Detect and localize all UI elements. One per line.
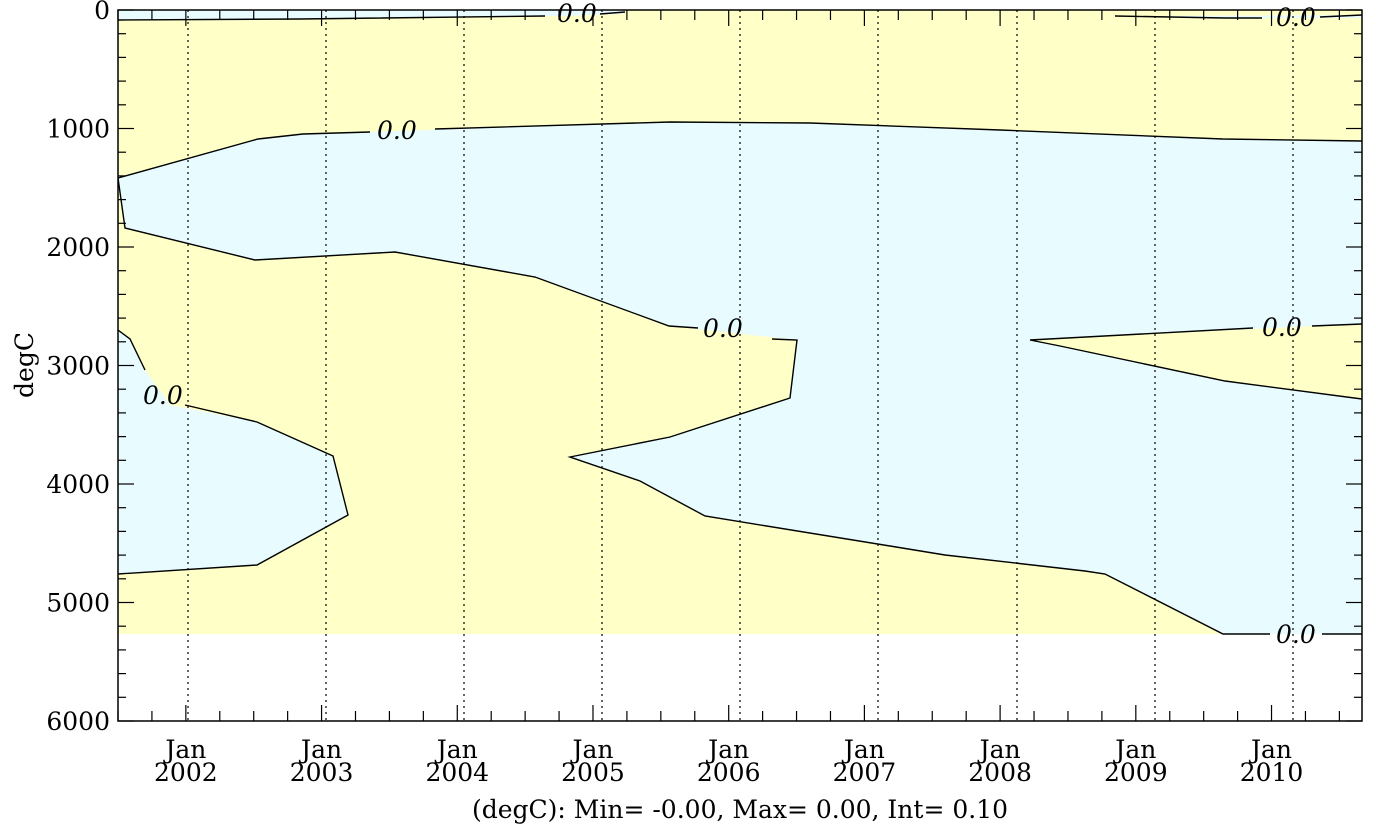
contour-line [434, 121, 1362, 142]
x-tick-label-year: 2006 [697, 758, 761, 787]
x-tick-label-month: Jan [298, 735, 342, 764]
contour-lines [118, 11, 1362, 635]
y-axis: 0 1000 2000 3000 4000 5000 6000 [46, 0, 1362, 736]
y-tick-label: 1000 [46, 115, 110, 144]
x-tick-label-year: 2008 [968, 758, 1032, 787]
y-axis-title: degC [10, 332, 39, 398]
y-tick-label: 6000 [46, 707, 110, 736]
x-tick-label-year: 2007 [833, 758, 897, 787]
y-tick-label: 0 [94, 0, 110, 25]
contour-label: 0.0 [377, 116, 417, 145]
contour-line [1311, 323, 1362, 327]
contour-label: 0.0 [143, 381, 183, 410]
contour-label: 0.0 [557, 0, 597, 28]
contour-label: 0.0 [1262, 313, 1302, 342]
x-tick-label-month: Jan [434, 735, 478, 764]
x-tick-label-month: Jan [977, 735, 1021, 764]
contour-line [1029, 327, 1362, 400]
contour-label: 0.0 [703, 314, 743, 343]
x-tick-label-year: 2003 [290, 758, 354, 787]
x-tick-label-month: Jan [162, 735, 206, 764]
contour-label: 0.0 [1276, 3, 1316, 32]
y-tick-label: 2000 [46, 233, 110, 262]
x-tick-label-month: Jan [705, 735, 749, 764]
x-tick-label-year: 2009 [1104, 758, 1168, 787]
contour-line [118, 329, 146, 371]
x-tick-label-year: 2010 [1240, 758, 1304, 787]
contour-line [1114, 15, 1262, 19]
x-tick-label-month: Jan [841, 735, 885, 764]
contour-line [118, 15, 546, 21]
y-tick-label: 5000 [46, 589, 110, 618]
contour-line [567, 338, 1270, 635]
x-tick-label-month: Jan [1248, 735, 1292, 764]
contour-line [1319, 14, 1362, 18]
x-tick-label-month: Jan [1112, 735, 1156, 764]
x-tick-label-year: 2004 [425, 758, 489, 787]
negative-region-main [118, 122, 1362, 634]
contour-line [118, 131, 371, 179]
negative-region-top [118, 10, 625, 20]
y-tick-label: 4000 [46, 470, 110, 499]
x-axis-title: (degC): Min= -0.00, Max= 0.00, Int= 0.10 [472, 795, 1008, 824]
contour-label: 0.0 [1276, 620, 1316, 649]
x-axis: Jan2002Jan2003Jan2004Jan2005Jan2006Jan20… [117, 10, 1340, 787]
negative-region-lower [118, 330, 348, 574]
contour-line [599, 11, 626, 15]
y-tick-label: 3000 [46, 352, 110, 381]
contour-line [118, 177, 699, 329]
x-tick-label-month: Jan [569, 735, 613, 764]
x-tick-label-year: 2005 [561, 758, 625, 787]
contour-labels: 0.0 0.0 0.0 0.0 0.0 0.0 0.0 [143, 0, 1316, 649]
x-tick-label-year: 2002 [154, 758, 218, 787]
contour-line [118, 404, 349, 575]
